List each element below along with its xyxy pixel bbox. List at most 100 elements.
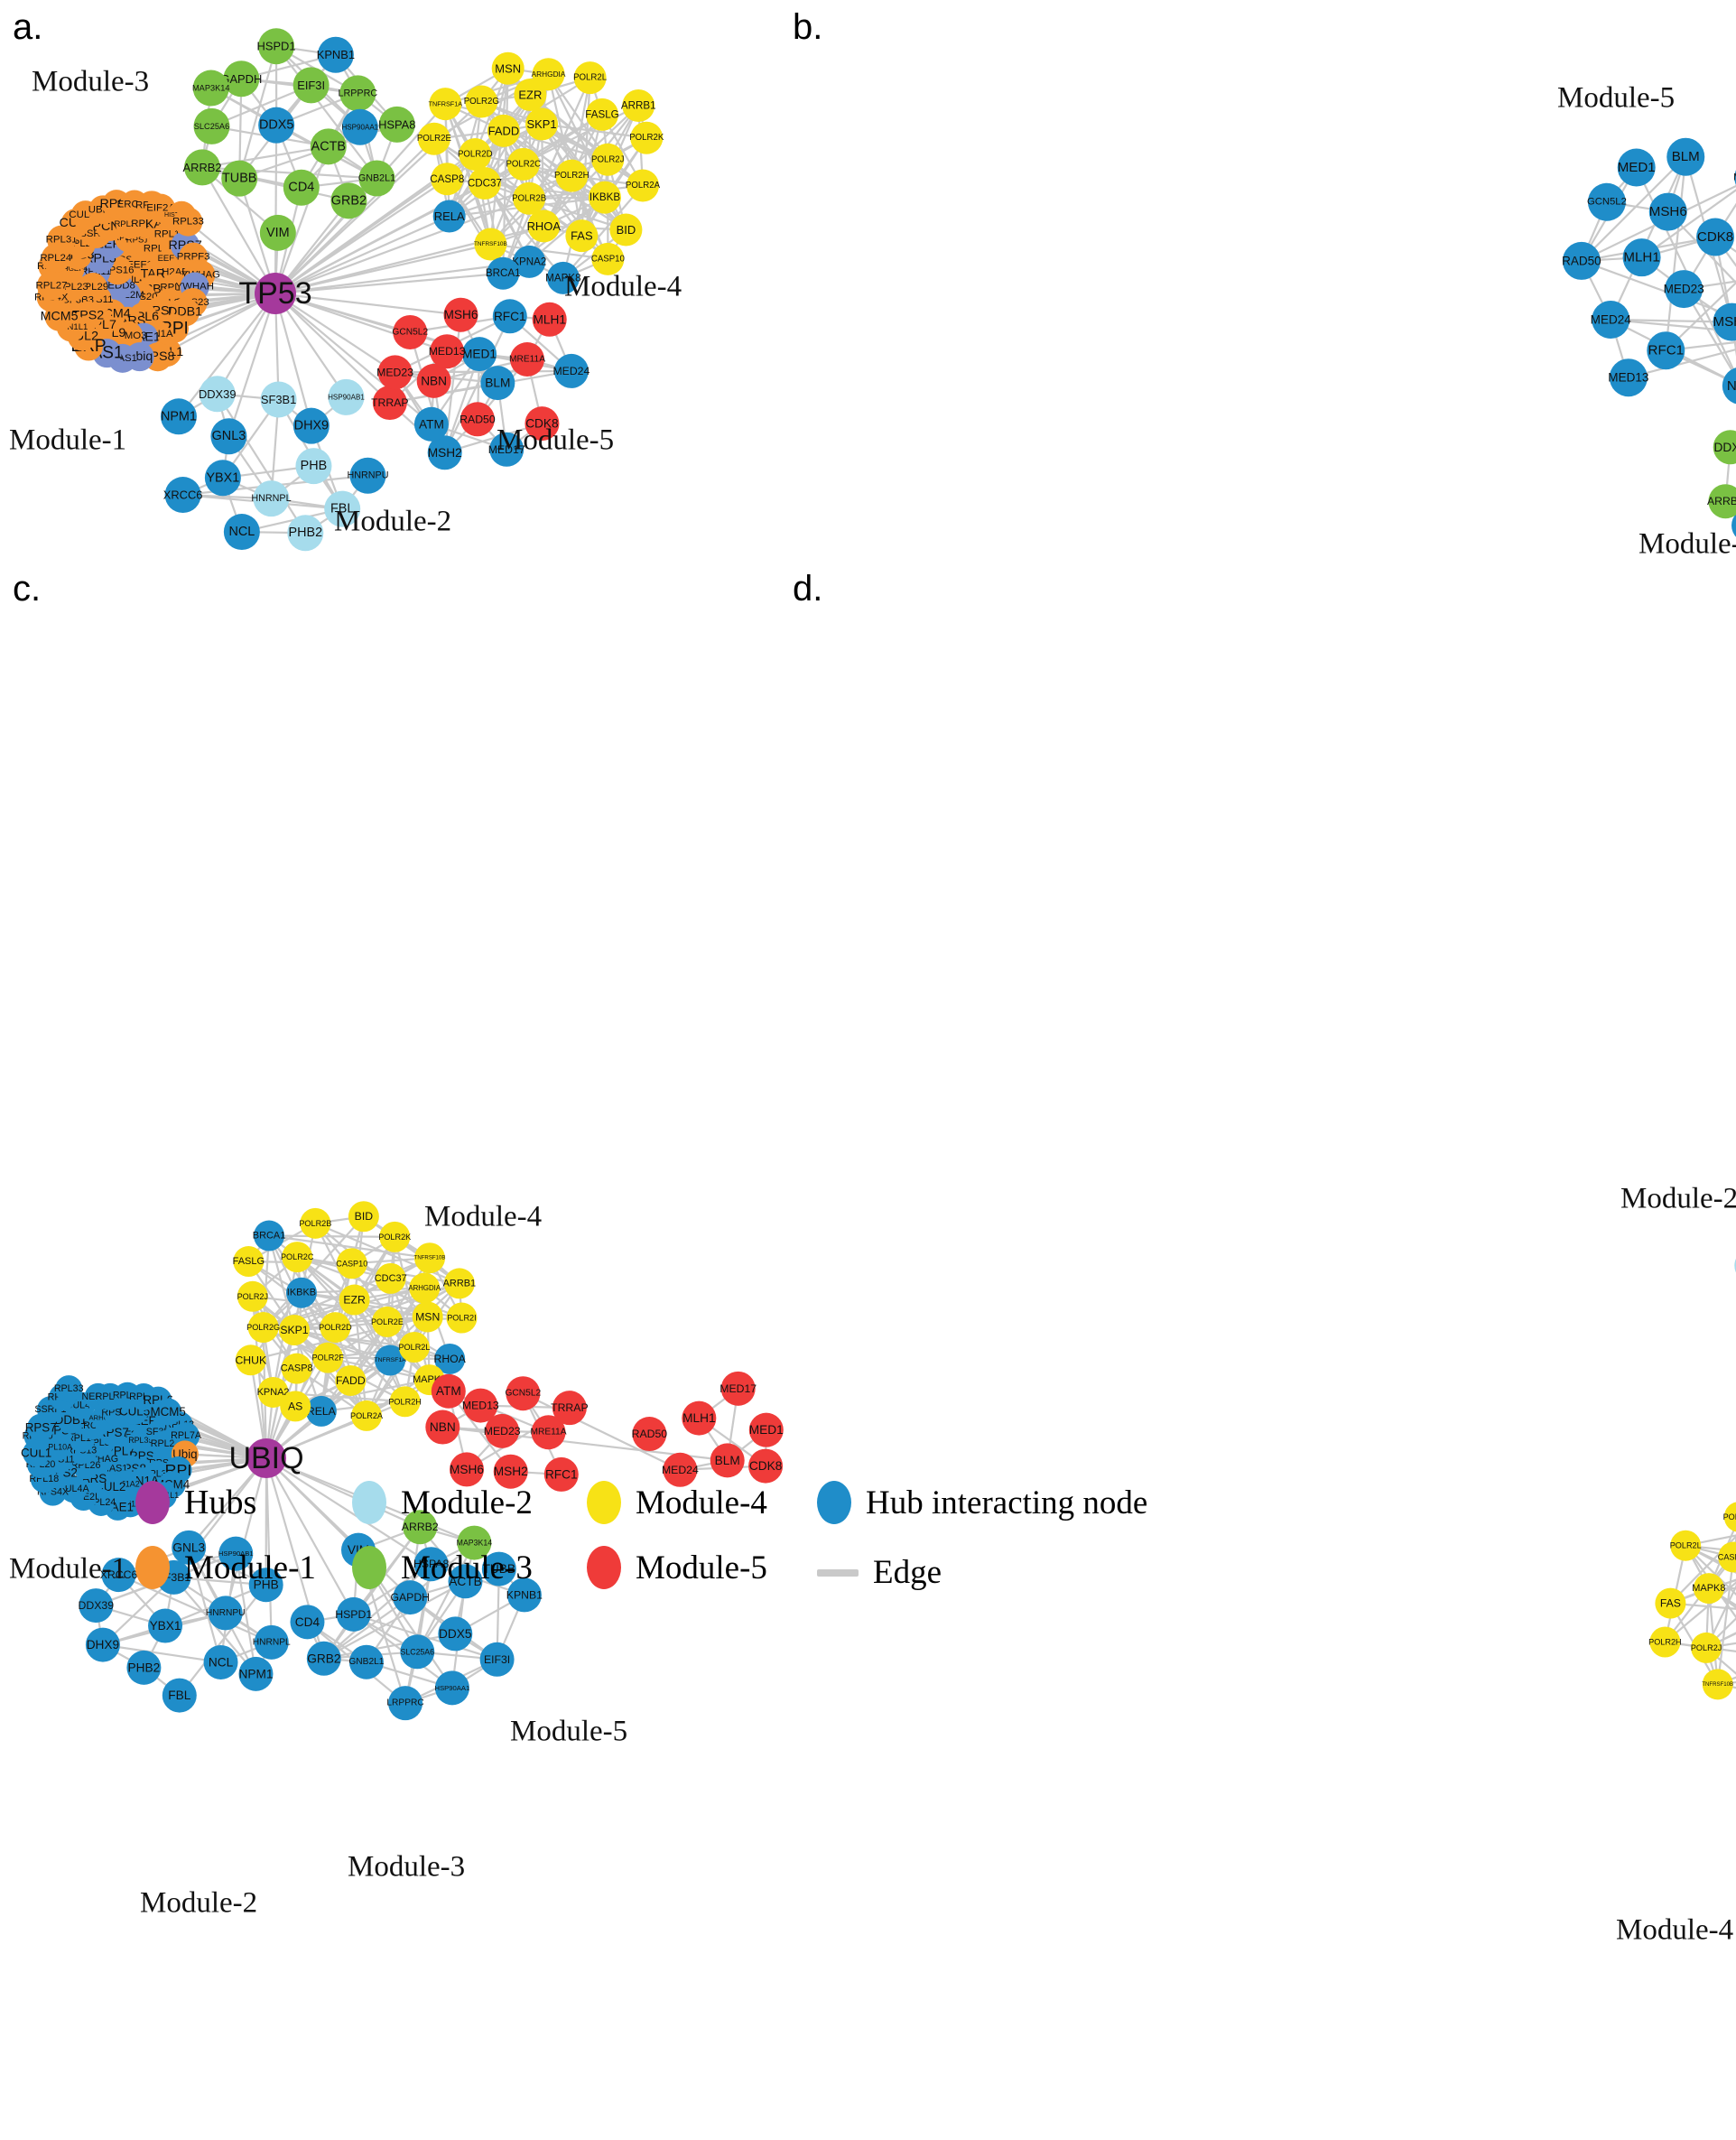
network-node[interactable]: BLM — [480, 366, 515, 400]
network-node[interactable]: FAS — [565, 219, 598, 252]
network-node[interactable]: GNB2L1 — [348, 1645, 384, 1679]
network-node[interactable]: TNFRSF1A — [429, 88, 463, 120]
network-node[interactable]: HNRNPU — [206, 1596, 246, 1630]
network-node[interactable]: EIF3I — [480, 1642, 515, 1677]
network-node[interactable]: BID — [348, 1201, 379, 1232]
network-node[interactable]: LRPPRC — [339, 75, 378, 111]
network-node[interactable]: MED23 — [376, 355, 413, 389]
network-node[interactable]: MED1 — [1618, 149, 1656, 187]
network-node[interactable]: DHX9 — [86, 1628, 120, 1662]
network-node[interactable]: POLR2C — [1723, 1502, 1736, 1532]
network-node[interactable]: MLH1 — [1623, 238, 1661, 276]
network-node[interactable]: TUBB — [221, 161, 257, 197]
network-node[interactable]: MLH1 — [682, 1401, 716, 1436]
network-node[interactable]: EZR — [514, 79, 546, 111]
network-node[interactable]: CD4 — [283, 170, 320, 206]
network-node[interactable]: HNRNPU — [347, 458, 388, 494]
network-node[interactable]: POLR2J — [1691, 1633, 1722, 1663]
network-node[interactable]: BLM — [710, 1443, 745, 1477]
network-node[interactable]: GCN5L2 — [1587, 183, 1627, 221]
network-node[interactable]: POLR2K — [629, 122, 664, 154]
network-node[interactable]: BID — [609, 213, 642, 246]
network-node[interactable]: PHB2 — [287, 515, 323, 551]
network-node[interactable]: NBN — [1722, 367, 1736, 405]
network-node[interactable]: MED23 — [1664, 270, 1704, 308]
network-node[interactable]: ATM — [414, 407, 449, 442]
network-node[interactable]: AS — [280, 1391, 311, 1421]
network-node[interactable]: RFC1 — [1647, 331, 1685, 369]
network-node[interactable]: YBX1 — [205, 460, 241, 496]
network-node[interactable]: MED17 — [719, 1372, 757, 1406]
network-node[interactable]: MED1 — [462, 337, 497, 371]
network-node[interactable]: DDX5 — [1713, 430, 1736, 464]
network-node[interactable]: NPM1 — [161, 398, 197, 434]
network-node[interactable]: EZR — [339, 1285, 370, 1316]
network-node[interactable]: MSH6 — [444, 298, 478, 332]
network-node[interactable]: MSH6 — [1649, 193, 1687, 231]
network-node[interactable]: HSP90AA1 — [341, 109, 378, 145]
network-node[interactable]: PHB2 — [126, 1651, 161, 1685]
network-node[interactable]: CASP10 — [1718, 1541, 1736, 1572]
network-node[interactable]: DDX5 — [438, 1616, 472, 1651]
network-node[interactable]: PHB — [295, 448, 331, 484]
network-node[interactable]: NPM1 — [238, 1657, 273, 1691]
network-node[interactable]: BRCA1 — [253, 1221, 286, 1251]
network-node[interactable]: GRB2 — [307, 1642, 341, 1676]
network-node[interactable]: FASLG — [585, 98, 618, 131]
network-node[interactable]: TNFRSF10B — [414, 1242, 446, 1273]
network-node[interactable]: BLM — [1666, 138, 1704, 176]
network-node[interactable]: RFC1 — [493, 299, 527, 333]
network-node[interactable]: HSP90AA1 — [435, 1670, 470, 1705]
network-node[interactable]: DDX39 — [79, 1588, 115, 1623]
network-node[interactable]: IKBKB — [589, 181, 621, 214]
network-node[interactable]: MSN — [492, 52, 525, 85]
network-node[interactable]: MED13 — [1608, 358, 1648, 396]
network-node[interactable]: POLR2K — [378, 1222, 411, 1252]
network-node[interactable]: DDX5 — [258, 107, 294, 144]
network-node[interactable]: RAD50 — [632, 1417, 668, 1451]
network-node[interactable]: MED24 — [1591, 301, 1632, 339]
network-node[interactable]: XRCC6 — [163, 477, 203, 513]
network-node[interactable]: DHX9 — [293, 408, 330, 444]
network-node[interactable]: MLH1 — [533, 302, 567, 337]
network-node[interactable]: MSN — [413, 1301, 443, 1332]
network-node[interactable]: ATM — [432, 1374, 466, 1409]
network-node[interactable]: HSP90AB1 — [328, 379, 365, 415]
network-node[interactable]: CDK8 — [1696, 218, 1734, 256]
network-node[interactable]: NBN — [417, 364, 451, 398]
network-node[interactable]: YBX1 — [148, 1609, 182, 1643]
network-node[interactable]: HNRNPL — [251, 480, 291, 516]
network-node[interactable]: RELA — [433, 200, 466, 233]
network-node[interactable]: NCL — [204, 1645, 238, 1679]
network-node[interactable]: FADD — [487, 115, 520, 147]
network-node[interactable]: SKP1 — [525, 107, 558, 140]
network-node[interactable]: SLC25A6 — [400, 1634, 434, 1669]
network-node[interactable]: TNFRSF10B — [1702, 1669, 1733, 1699]
network-node[interactable]: POLR2A — [626, 169, 661, 201]
network-node[interactable]: ARRB2 — [1707, 484, 1736, 518]
network-node[interactable]: FADD — [335, 1365, 366, 1396]
network-node[interactable]: VIM — [260, 215, 296, 251]
network-node[interactable]: ACTB — [311, 128, 347, 164]
network-node[interactable]: KPNB1 — [317, 37, 355, 73]
network-node[interactable]: CD4 — [290, 1605, 324, 1639]
network-node[interactable]: NCL — [224, 514, 260, 550]
network-node[interactable]: FBL — [162, 1679, 197, 1713]
network-node[interactable]: DDX39 — [199, 376, 237, 412]
network-node[interactable]: SLC25A6 — [194, 108, 230, 144]
network-node[interactable]: IKBKB — [286, 1278, 317, 1308]
network-node[interactable]: GNL3 — [210, 418, 246, 454]
network-node[interactable]: POLR2I — [446, 1303, 477, 1334]
network-node[interactable]: HNRNPL — [253, 1625, 291, 1660]
network-node[interactable]: CHUK — [235, 1344, 267, 1375]
network-node[interactable]: SKP1 — [279, 1315, 310, 1345]
network-node[interactable]: POLR2J — [237, 1281, 269, 1312]
network-node[interactable]: POLR2L — [573, 61, 608, 94]
network-node[interactable]: FAS — [1655, 1588, 1685, 1619]
network-node[interactable]: NBN — [425, 1410, 460, 1445]
network-node[interactable]: EIF3I — [293, 67, 330, 103]
network-node[interactable]: SF3B1 — [261, 381, 297, 417]
network-node[interactable]: GRB2 — [330, 182, 367, 219]
network-node[interactable]: HSPA8 — [378, 107, 415, 143]
network-node[interactable]: FASLG — [233, 1246, 265, 1277]
